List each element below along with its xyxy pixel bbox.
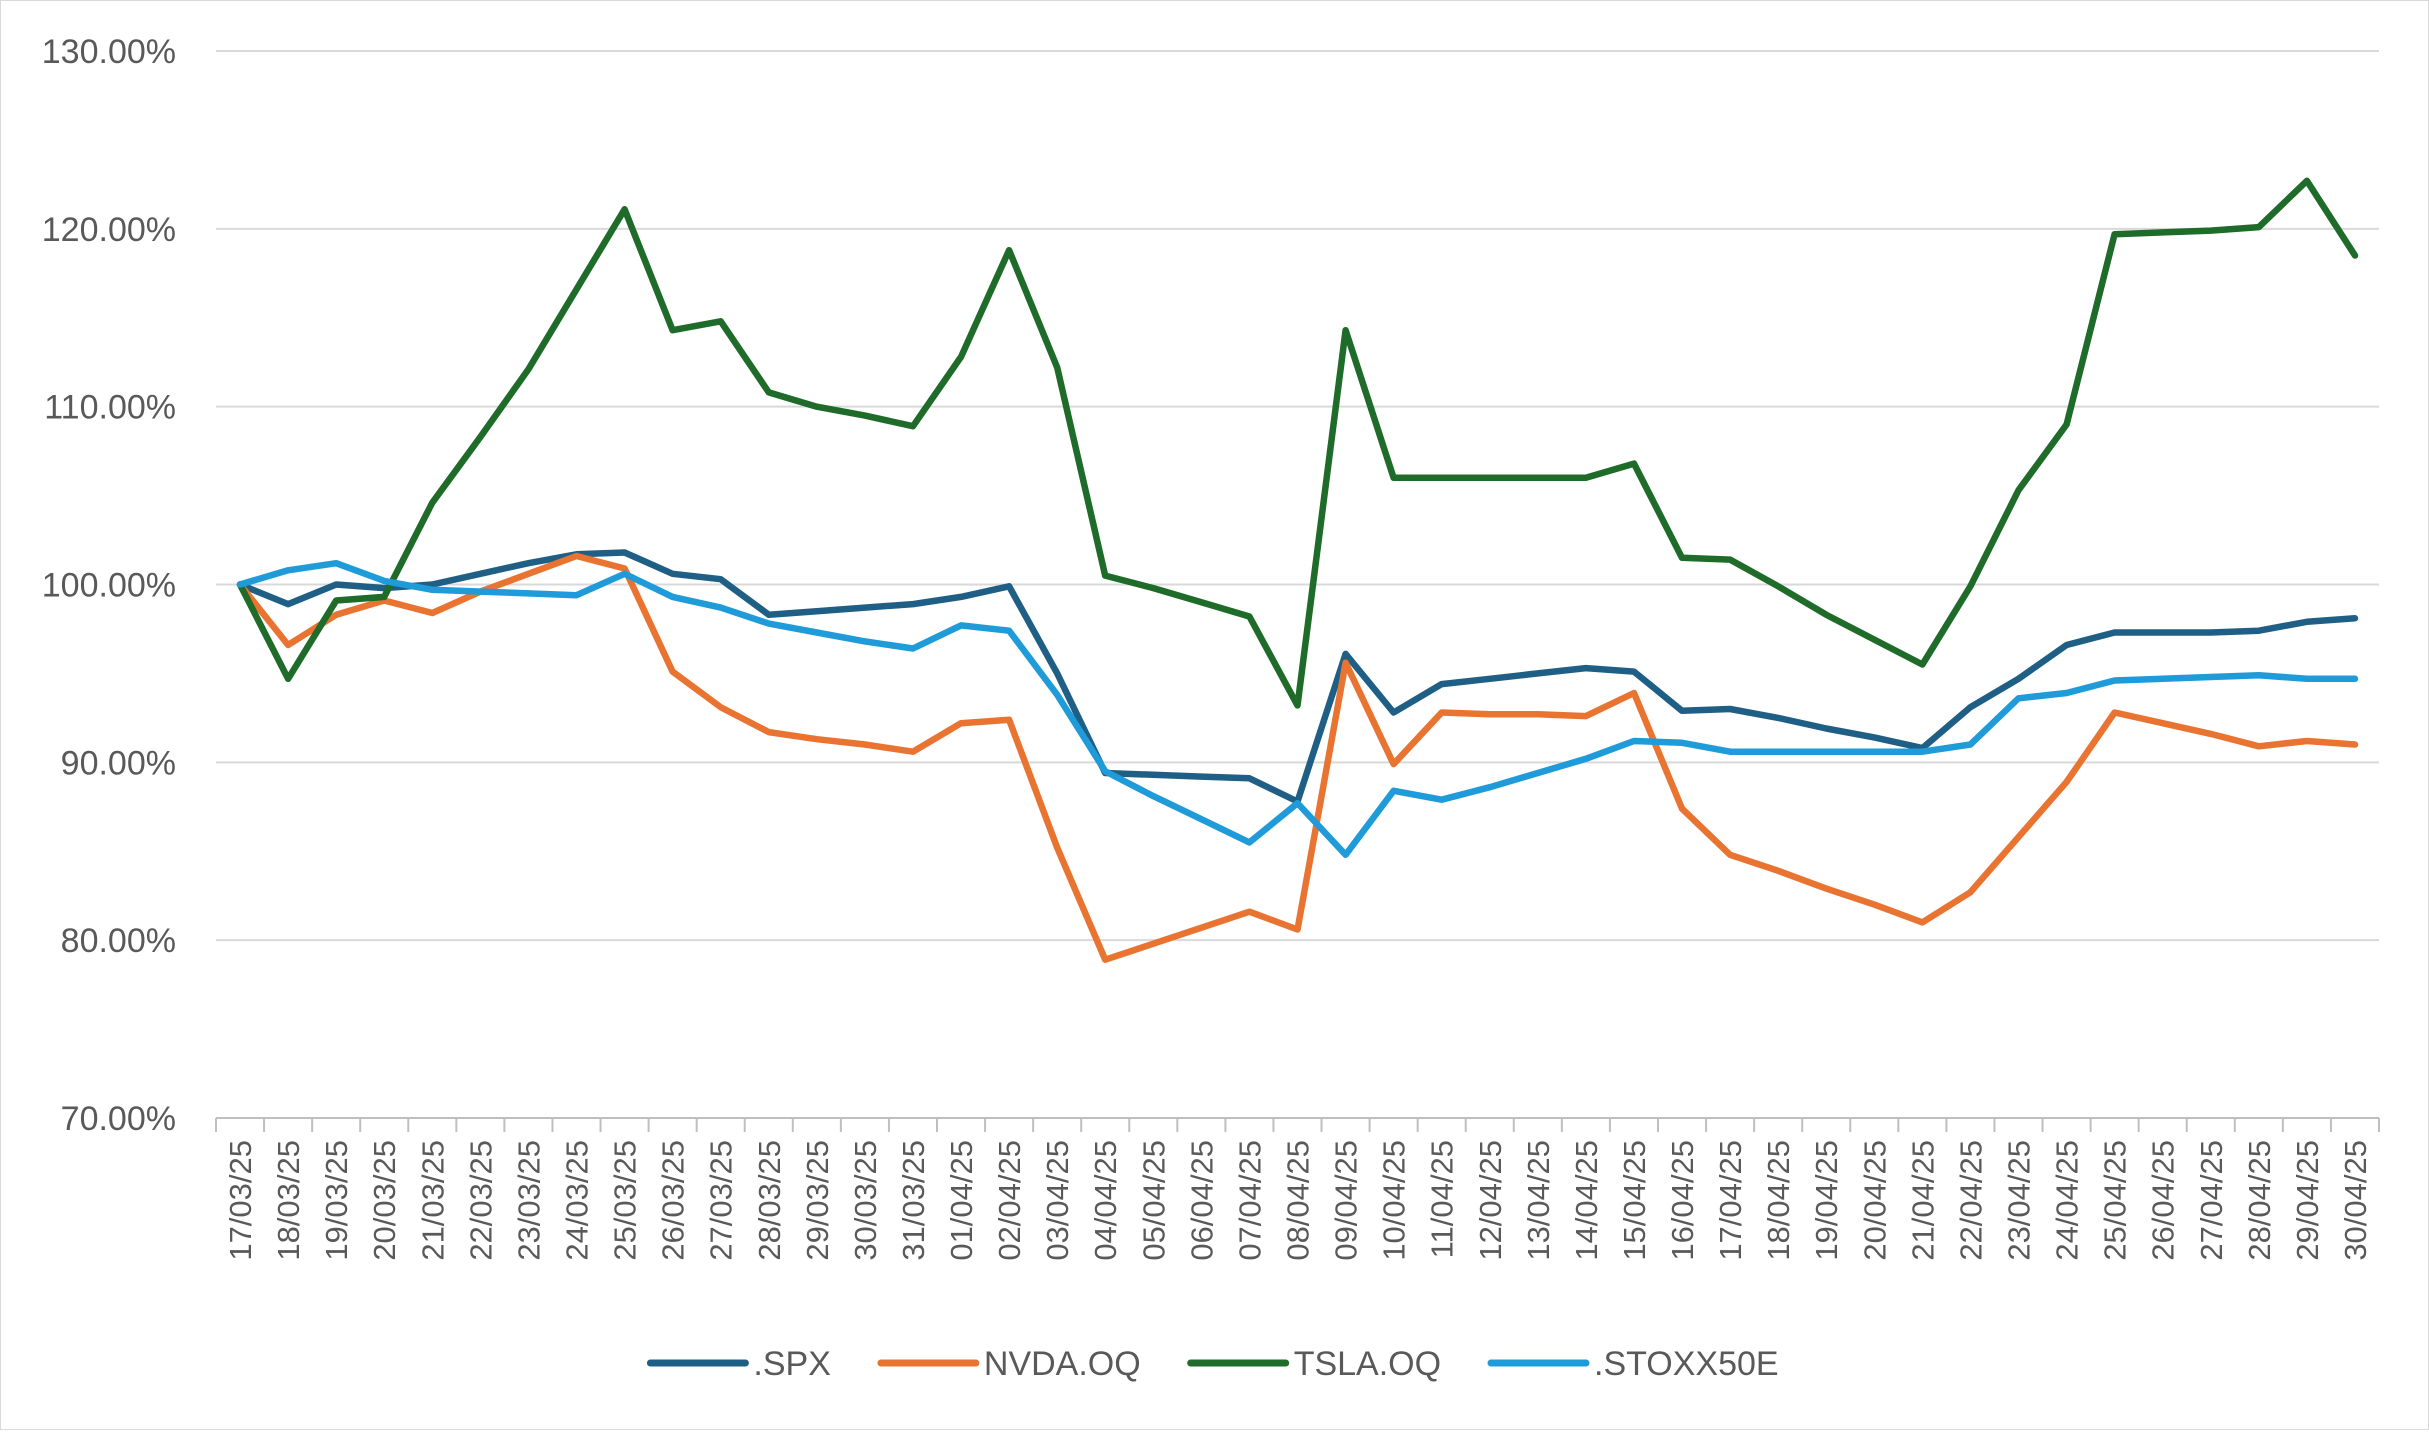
y-axis: 70.00% 80.00% 90.00% 100.00% 110.00% 120.00% 1… [42,33,176,1138]
y-tick-label: 120.00% [42,211,176,249]
legend-item: TSLA.OQ [1187,1345,1441,1383]
x-tick-label: 17/04/25 [1713,1140,1748,1261]
y-tick-label: 70.00% [61,1100,176,1138]
series-line-spx [236,549,2359,805]
x-tick-label: 10/04/25 [1377,1140,1412,1261]
x-tick-label: 30/03/25 [848,1140,883,1261]
y-tick-label: 130.00% [42,33,176,71]
legend-item: .SPX [646,1345,831,1383]
x-tick-label: 11/04/25 [1425,1140,1460,1258]
legend-item: NVDA.OQ [877,1345,1141,1383]
x-tick-label: 29/03/25 [800,1140,835,1261]
x-tick-label: 28/04/25 [2242,1140,2277,1261]
x-tick-label: 05/04/25 [1136,1140,1171,1261]
series-line-stoxx50e [236,559,2359,859]
x-tick-label: 19/04/25 [1809,1140,1844,1261]
x-tick-label: 21/03/25 [415,1140,450,1261]
series-lines [236,177,2359,963]
gridlines [216,50,2379,942]
x-tick-label: 18/03/25 [271,1140,306,1261]
x-tick-label: 18/04/25 [1761,1140,1796,1261]
x-tick-label: 27/04/25 [2194,1140,2229,1261]
x-tick-label: 06/04/25 [1184,1140,1219,1261]
y-tick-label: 90.00% [61,744,176,782]
x-axis: 17/03/25 18/03/25 19/03/25 20/03/25 21/03/25… [215,1117,2380,1261]
x-tick-label: 07/04/25 [1232,1140,1267,1261]
x-tick-label: 24/03/25 [560,1140,595,1261]
x-tick-label: 28/03/25 [752,1140,787,1261]
legend: .SPX NVDA.OQ TSLA.OQ .STOXX50E [646,1345,1779,1383]
x-tick-label: 16/04/25 [1665,1140,1700,1261]
x-tick-label: 15/04/25 [1617,1140,1652,1261]
legend-label: .SPX [753,1345,830,1383]
x-tick-label: 17/03/25 [223,1140,258,1261]
x-tick-label: 31/03/25 [896,1140,931,1261]
x-tick-label: 04/04/25 [1088,1140,1123,1261]
x-tick-label: 01/04/25 [944,1140,979,1261]
x-tick-label: 24/04/25 [2050,1140,2085,1261]
x-tick-label: 08/04/25 [1281,1140,1316,1261]
x-tick-label: 23/04/25 [2002,1140,2037,1261]
x-tick-label: 22/04/25 [1953,1140,1988,1261]
x-tick-label: 03/04/25 [1040,1140,1075,1261]
x-tick-label: 20/04/25 [1857,1140,1892,1261]
y-tick-label: 80.00% [61,922,176,960]
x-tick-label: 19/03/25 [319,1140,354,1261]
y-tick-label: 100.00% [42,567,176,605]
x-tick-label: 23/03/25 [511,1140,546,1261]
series-line-tslaoq [236,177,2359,709]
legend-label: NVDA.OQ [984,1345,1141,1383]
x-tick-label: 02/04/25 [992,1140,1027,1261]
x-tick-label: 25/03/25 [608,1140,643,1261]
x-tick-label: 21/04/25 [1905,1140,1940,1261]
x-tick-label: 27/03/25 [704,1140,739,1261]
x-tick-label: 22/03/25 [463,1140,498,1261]
x-tick-label: 12/04/25 [1473,1140,1508,1261]
legend-item: .STOXX50E [1487,1345,1779,1383]
legend-label: .STOXX50E [1594,1345,1779,1383]
x-tick-label: 25/04/25 [2098,1140,2133,1261]
x-tick-label: 26/03/25 [656,1140,691,1261]
x-tick-label: 20/03/25 [367,1140,402,1261]
legend-label: TSLA.OQ [1294,1345,1441,1383]
x-tick-label: 30/04/25 [2338,1140,2373,1261]
series-line-nvdaoq [236,552,2359,963]
x-tick-label: 26/04/25 [2146,1140,2181,1261]
x-tick-label: 29/04/25 [2290,1140,2325,1261]
y-tick-label: 110.00% [44,389,176,427]
x-tick-label: 09/04/25 [1329,1140,1364,1261]
x-tick-label: 14/04/25 [1569,1140,1604,1261]
x-tick-label: 13/04/25 [1521,1140,1556,1261]
